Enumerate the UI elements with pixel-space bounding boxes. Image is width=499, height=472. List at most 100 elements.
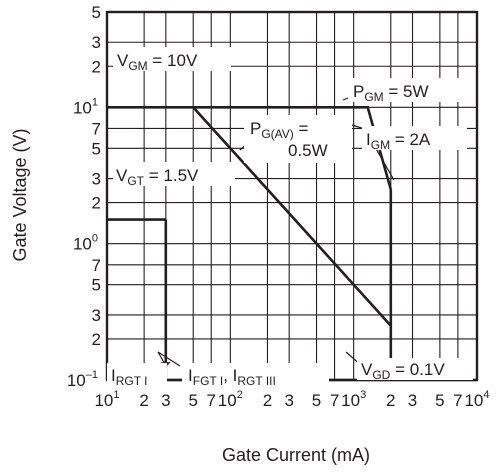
y-tick-label: 7	[92, 256, 101, 275]
x-tick-label: 101	[94, 389, 119, 410]
annotation-subscript: GT	[127, 174, 144, 188]
x-tick-mantissa: 10	[218, 391, 237, 410]
x-tick-mantissa: 2	[139, 391, 148, 410]
x-tick-label: 2	[139, 391, 148, 410]
annotation-symbol: I	[366, 130, 371, 149]
y-tick-exponent: –1	[86, 369, 98, 381]
annotation-label-line2: 0.5W	[288, 141, 328, 160]
x-tick-mantissa: 3	[161, 391, 170, 410]
annotation-symbol: V	[361, 360, 373, 379]
y-tick-label: 2	[92, 330, 101, 349]
x-tick-mantissa: 5	[312, 391, 321, 410]
y-tick-mantissa: 7	[92, 119, 101, 138]
series-line-2	[192, 106, 392, 327]
x-tick-exponent: 3	[360, 389, 366, 401]
x-tick-mantissa: 10	[464, 391, 483, 410]
y-tick-label: 3	[92, 170, 101, 189]
x-tick-label: 5	[435, 391, 444, 410]
annotation-value: = 10V	[148, 51, 198, 70]
x-tick-label: 103	[341, 389, 366, 410]
x-tick-exponent: 4	[483, 389, 489, 401]
x-tick-label: 7	[330, 391, 339, 410]
y-tick-mantissa: 7	[92, 256, 101, 275]
x-tick-exponent: 1	[113, 389, 119, 401]
x-tick-label: 2	[263, 391, 272, 410]
x-tick-mantissa: 5	[435, 391, 444, 410]
annotation-value: = 0.1V	[390, 360, 445, 379]
annotation-value: ,	[223, 366, 232, 385]
y-tick-label: 2	[92, 57, 101, 76]
annotation-subscript: RGT I	[116, 374, 148, 388]
y-tick-mantissa: 5	[92, 276, 101, 295]
annotation-label: PG(AV) =	[250, 119, 309, 141]
y-tick-label: 100	[73, 233, 98, 254]
y-tick-mantissa: 3	[92, 33, 101, 52]
x-tick-label: 5	[312, 391, 321, 410]
x-tick-mantissa: 10	[341, 391, 360, 410]
annotation-symbol: V	[117, 51, 129, 70]
y-tick-mantissa: 5	[92, 139, 101, 158]
x-tick-label: 7	[453, 391, 462, 410]
annotation-symbol: P	[353, 82, 364, 101]
y-tick-mantissa: 3	[92, 170, 101, 189]
y-tick-exponent: 1	[92, 96, 98, 108]
x-tick-label: 102	[218, 389, 243, 410]
y-tick-label: 3	[92, 306, 101, 325]
annotation-label: PGM = 5W	[353, 82, 429, 104]
annotation-value: = 2A	[390, 130, 431, 149]
annotation-subscript: GM	[364, 90, 383, 104]
x-tick-label: 3	[161, 391, 170, 410]
y-tick-label: 101	[73, 96, 98, 117]
y-tick-mantissa: 2	[92, 57, 101, 76]
y-axis-title: Gate Voltage (V)	[10, 128, 30, 261]
x-tick-mantissa: 2	[386, 391, 395, 410]
x-axis-title: Gate Current (mA)	[222, 445, 370, 465]
annotation-symbol: P	[250, 119, 261, 138]
annotation-value: = 5W	[384, 82, 429, 101]
annotation-label: IRGT I	[111, 366, 148, 388]
annotation-label: IGM = 2A	[366, 130, 431, 152]
annotation-background	[107, 363, 167, 385]
x-tick-label: 3	[284, 391, 293, 410]
y-tick-mantissa: 2	[92, 330, 101, 349]
y-tick-mantissa: 10	[73, 235, 92, 254]
annotation-background	[113, 47, 231, 71]
x-tick-mantissa: 10	[94, 391, 113, 410]
annotation-label: VGT = 1.5V	[116, 166, 199, 188]
annotation-background	[182, 363, 329, 385]
annotation-background	[348, 78, 464, 102]
annotation-symbol: I	[188, 366, 193, 385]
x-tick-mantissa: 3	[284, 391, 293, 410]
annotation-label: VGM = 10V	[117, 51, 198, 73]
annotation-subscript: GM	[128, 59, 147, 73]
annotation-symbol-2: I	[233, 366, 238, 385]
x-tick-mantissa: 7	[330, 391, 339, 410]
y-tick-mantissa: 10	[67, 371, 86, 390]
y-tick-mantissa: 3	[92, 306, 101, 325]
y-tick-label: 10–1	[67, 369, 98, 390]
x-tick-exponent: 2	[237, 389, 243, 401]
leader-line	[157, 351, 181, 367]
x-tick-mantissa: 7	[206, 391, 215, 410]
annotation-symbol: I	[111, 366, 116, 385]
annotation-label: VGD = 0.1V	[361, 360, 445, 382]
annotation-background	[244, 115, 352, 163]
annotation-subscript: FGT I	[193, 374, 223, 388]
y-tick-label: 5	[92, 139, 101, 158]
y-tick-mantissa: 2	[92, 194, 101, 213]
x-tick-label: 7	[206, 391, 215, 410]
annotation-value: =	[294, 119, 309, 138]
x-tick-mantissa: 3	[408, 391, 417, 410]
x-tick-label: 5	[188, 391, 197, 410]
annotation-subscript: GD	[372, 368, 390, 382]
y-tick-label: 5	[92, 276, 101, 295]
annotation-background	[357, 358, 473, 380]
y-tick-label: 7	[92, 119, 101, 138]
annotation-value: = 1.5V	[144, 166, 199, 185]
x-tick-label: 2	[386, 391, 395, 410]
y-tick-label: 2	[92, 194, 101, 213]
annotation-subscript-2: RGT III	[237, 374, 275, 388]
annotation-symbol: V	[116, 166, 128, 185]
